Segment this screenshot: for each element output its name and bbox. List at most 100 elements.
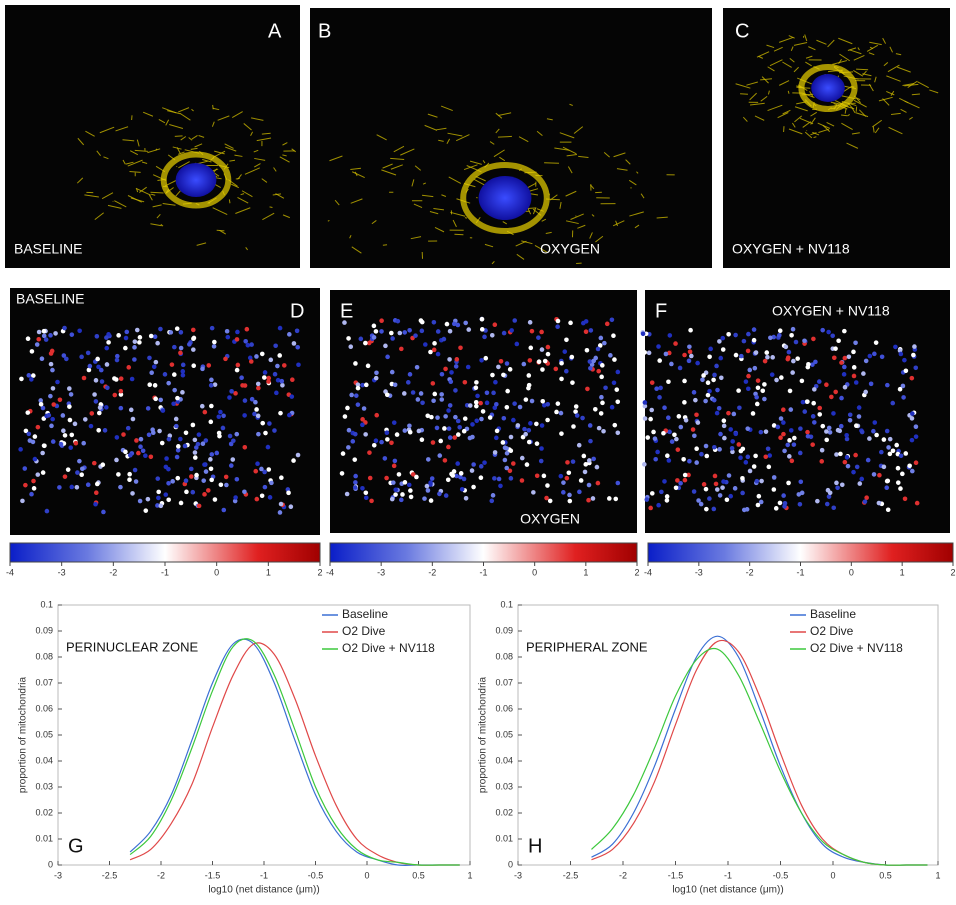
panel-letter: E xyxy=(340,300,353,322)
mitochondrion-dot xyxy=(746,332,751,337)
mitochondrion-dot xyxy=(694,446,699,451)
mitochondrion-dot xyxy=(587,483,592,488)
mitochondrion-dot xyxy=(722,418,727,423)
mitochondrion-dot xyxy=(456,432,461,437)
mitochondrion-dot xyxy=(701,373,706,378)
mitochondrion-dot xyxy=(508,367,513,372)
mitochondrion-dot xyxy=(106,340,111,345)
mitochondrion-dot xyxy=(480,327,485,332)
mitochondrion-dot xyxy=(191,423,196,428)
mitochondrion-dot xyxy=(243,398,248,403)
mitochondrion-dot xyxy=(213,382,218,387)
mitochondrion-dot xyxy=(754,395,759,400)
mitochondrion-dot xyxy=(32,486,37,491)
mitochondrion-dot xyxy=(463,416,468,421)
colorbar-tick-label: -3 xyxy=(58,567,66,577)
y-tick-label: 0.03 xyxy=(35,781,53,791)
mitochondrion-dot xyxy=(501,373,506,378)
mitochondrion-dot xyxy=(399,498,404,503)
mitochondrion-dot xyxy=(206,363,211,368)
mitochondrion-dot xyxy=(744,460,749,465)
mitochondrion-dot xyxy=(449,379,454,384)
mitochondrion-dot xyxy=(495,429,500,434)
mitochondrion-dot xyxy=(845,455,850,460)
mitochondrion-dot xyxy=(481,409,486,414)
mitochondrion-dot xyxy=(485,401,490,406)
panel-letter: F xyxy=(655,300,667,322)
mitochondrion-dot xyxy=(869,382,874,387)
mitochondrion-dot xyxy=(727,473,732,478)
mitochondrion-dot xyxy=(209,378,214,383)
mitochondrion-dot xyxy=(505,405,510,410)
colorbar-tick-label: -2 xyxy=(109,567,117,577)
mitochondrion-dot xyxy=(51,386,56,391)
mitochondrion-dot xyxy=(692,489,697,494)
mitochondrion-dot xyxy=(494,436,499,441)
mitochondrion-dot xyxy=(256,382,261,387)
mitochondrion-dot xyxy=(603,385,608,390)
mitochondrion-dot xyxy=(688,349,693,354)
mitochondrion-dot xyxy=(817,412,822,417)
mitochondrion-dot xyxy=(872,472,877,477)
mitochondrion-dot xyxy=(18,447,23,452)
mitochondrion-dot xyxy=(234,432,239,437)
panel-letter: G xyxy=(68,835,84,857)
mitochondrion-dot xyxy=(659,490,664,495)
mitochondrion-dot xyxy=(479,358,484,363)
mitochondrion-dot xyxy=(474,380,479,385)
mitochondrion-dot xyxy=(384,476,389,481)
mitochondrion-dot xyxy=(811,414,816,419)
mitochondrion-dot xyxy=(770,355,775,360)
mitochondrion-dot xyxy=(229,389,234,394)
mitochondrion-dot xyxy=(31,479,36,484)
mitochondrion-dot xyxy=(861,371,866,376)
mitochondrion-dot xyxy=(267,421,272,426)
mitochondrion-dot xyxy=(68,445,73,450)
mitochondrion-dot xyxy=(79,355,84,360)
mitochondrion-dot xyxy=(746,386,751,391)
mitochondrion-dot xyxy=(353,485,358,490)
panel-letter: B xyxy=(318,20,331,42)
mitochondrion-dot xyxy=(296,362,301,367)
mitochondrion-dot xyxy=(714,482,719,487)
mitochondrion-dot xyxy=(212,344,217,349)
mitochondrion-dot xyxy=(364,490,369,495)
mitochondrion-dot xyxy=(363,341,368,346)
mitochondrion-dot xyxy=(713,474,718,479)
mitochondrion-dot xyxy=(493,380,498,385)
mitochondrion-dot xyxy=(512,318,517,323)
mitochondrion-dot xyxy=(242,445,247,450)
mitochondrion-dot xyxy=(914,460,919,465)
mitochondrion-dot xyxy=(665,494,670,499)
mitochondrion-dot xyxy=(36,425,41,430)
mitochondrion-dot xyxy=(263,370,268,375)
mitochondrion-dot xyxy=(420,401,425,406)
mitochondrion-dot xyxy=(540,347,545,352)
y-tick-label: 0.02 xyxy=(35,807,53,817)
mitochondrion-dot xyxy=(393,487,398,492)
mitochondrion-dot xyxy=(346,445,351,450)
annotation: PERIPHERAL ZONE xyxy=(526,639,648,654)
mitochondrion-dot xyxy=(848,418,853,423)
mitochondrion-dot xyxy=(611,333,616,338)
mitochondrion-dot xyxy=(801,400,806,405)
mitochondrion-dot xyxy=(471,462,476,467)
mitochondrion-dot xyxy=(463,321,468,326)
panel-background xyxy=(645,290,950,533)
mitochondrion-dot xyxy=(158,327,163,332)
mitochondrion-dot xyxy=(69,392,74,397)
mitochondrion-dot xyxy=(138,444,143,449)
mitochondrion-dot xyxy=(485,391,490,396)
mitochondrion-dot xyxy=(711,507,716,512)
mitochondrion-dot xyxy=(209,404,214,409)
mitochondrion-dot xyxy=(564,337,569,342)
mitochondrion-dot xyxy=(730,446,735,451)
mitochondrion-dot xyxy=(393,382,398,387)
mitochondrion-dot xyxy=(470,468,475,473)
mitochondrion-dot xyxy=(642,350,647,355)
mitochondrion-dot xyxy=(648,506,653,511)
mitochondrion-dot xyxy=(400,492,405,497)
mitochondrion-dot xyxy=(471,485,476,490)
mitochondrion-dot xyxy=(711,378,716,383)
mitochondrion-dot xyxy=(349,393,354,398)
